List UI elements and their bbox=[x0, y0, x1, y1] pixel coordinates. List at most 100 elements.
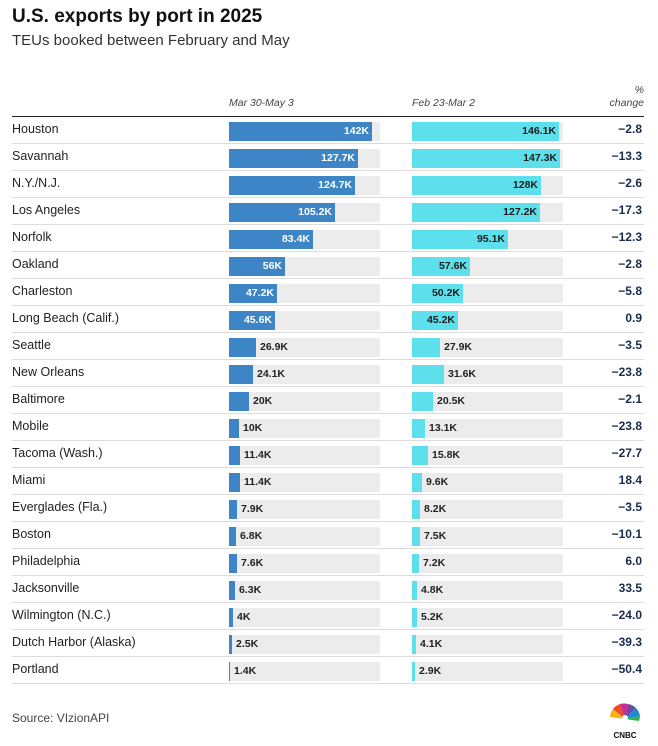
chart-title: U.S. exports by port in 2025 bbox=[12, 6, 263, 27]
bar-track-series2: 127.2K bbox=[412, 203, 563, 222]
pct-change-value: −12.3 bbox=[611, 230, 642, 244]
data-label-series2: 95.1K bbox=[476, 233, 505, 245]
bar-series1 bbox=[229, 392, 249, 411]
bar-series1 bbox=[229, 338, 256, 357]
bar-series1 bbox=[229, 581, 235, 600]
port-label: Tacoma (Wash.) bbox=[12, 446, 103, 460]
bar-track-series1: 1.4K bbox=[229, 662, 380, 681]
bar-track-series2: 2.9K bbox=[412, 662, 563, 681]
bar-track-series2: 128K bbox=[412, 176, 563, 195]
bar-track-series1: 56K bbox=[229, 257, 380, 276]
data-label-series2: 5.2K bbox=[421, 611, 444, 623]
pct-change-value: −24.0 bbox=[611, 608, 642, 622]
pct-change-value: −17.3 bbox=[611, 203, 642, 217]
row-divider bbox=[12, 197, 644, 198]
table-row: Dutch Harbor (Alaska) 2.5K 4.1K −39.3 bbox=[0, 630, 658, 657]
bar-series2 bbox=[412, 203, 540, 222]
data-label-series1: 1.4K bbox=[234, 665, 257, 677]
row-divider bbox=[12, 521, 644, 522]
port-label: Miami bbox=[12, 473, 46, 487]
table-row: Tacoma (Wash.) 11.4K 15.8K −27.7 bbox=[0, 441, 658, 468]
row-divider bbox=[12, 170, 644, 171]
bar-series2 bbox=[412, 311, 458, 330]
data-label-series1: 24.1K bbox=[257, 368, 286, 380]
port-label: Long Beach (Calif.) bbox=[12, 311, 120, 325]
bar-series2 bbox=[412, 608, 417, 627]
bar-series1 bbox=[229, 230, 313, 249]
bar-series2 bbox=[412, 392, 433, 411]
pct-change-value: 6.0 bbox=[625, 554, 642, 568]
table-row: Oakland 56K 57.6K −2.8 bbox=[0, 252, 658, 279]
bar-track-series1: 2.5K bbox=[229, 635, 380, 654]
port-label: Philadelphia bbox=[12, 554, 81, 568]
data-label-series2: 146.1K bbox=[522, 125, 556, 137]
pct-change-value: −3.5 bbox=[618, 500, 642, 514]
row-divider bbox=[12, 251, 644, 252]
bar-track-series1: 7.9K bbox=[229, 500, 380, 519]
port-label: Charleston bbox=[12, 284, 73, 298]
source-note: Source: VIzionAPI bbox=[12, 711, 110, 725]
bar-series1 bbox=[229, 527, 236, 546]
bar-series1 bbox=[229, 149, 358, 168]
bar-series1 bbox=[229, 635, 232, 654]
port-label: Mobile bbox=[12, 419, 49, 433]
table-row: Houston 142K 146.1K −2.8 bbox=[0, 117, 658, 144]
bar-series1 bbox=[229, 500, 237, 519]
bar-track-series2: 146.1K bbox=[412, 122, 563, 141]
bar-series2 bbox=[412, 176, 541, 195]
bar-series2 bbox=[412, 635, 416, 654]
bar-track-series2: 5.2K bbox=[412, 608, 563, 627]
pct-change-value: 0.9 bbox=[625, 311, 642, 325]
pct-change-value: −23.8 bbox=[611, 419, 642, 433]
bar-series2 bbox=[412, 230, 508, 249]
row-divider bbox=[12, 602, 644, 603]
data-label-series1: 105.2K bbox=[298, 206, 332, 218]
row-divider bbox=[12, 575, 644, 576]
bar-track-series1: 105.2K bbox=[229, 203, 380, 222]
bar-series2 bbox=[412, 338, 440, 357]
bar-track-series1: 45.6K bbox=[229, 311, 380, 330]
bar-track-series2: 7.2K bbox=[412, 554, 563, 573]
table-row: Los Angeles 105.2K 127.2K −17.3 bbox=[0, 198, 658, 225]
port-label: Baltimore bbox=[12, 392, 65, 406]
bar-track-series2: 50.2K bbox=[412, 284, 563, 303]
bar-track-series1: 6.8K bbox=[229, 527, 380, 546]
data-label-series1: 2.5K bbox=[236, 638, 259, 650]
port-label: Jacksonville bbox=[12, 581, 80, 595]
data-label-series2: 27.9K bbox=[444, 341, 473, 353]
table-row: Savannah 127.7K 147.3K −13.3 bbox=[0, 144, 658, 171]
bar-track-series1: 47.2K bbox=[229, 284, 380, 303]
table-row: Seattle 26.9K 27.9K −3.5 bbox=[0, 333, 658, 360]
data-label-series1: 6.3K bbox=[239, 584, 262, 596]
bar-series1 bbox=[229, 311, 275, 330]
pct-change-value: −2.8 bbox=[618, 257, 642, 271]
port-label: Boston bbox=[12, 527, 51, 541]
series1-header: Mar 30-May 3 bbox=[229, 97, 294, 109]
bar-track-series1: 11.4K bbox=[229, 446, 380, 465]
bar-series1 bbox=[229, 203, 335, 222]
pct-change-value: −2.6 bbox=[618, 176, 642, 190]
pct-change-value: 18.4 bbox=[618, 473, 642, 487]
data-label-series2: 9.6K bbox=[426, 476, 449, 488]
data-label-series1: 7.6K bbox=[241, 557, 264, 569]
bar-series2 bbox=[412, 581, 417, 600]
series2-header: Feb 23-Mar 2 bbox=[412, 97, 476, 109]
bar-series2 bbox=[412, 554, 419, 573]
row-divider bbox=[12, 548, 644, 549]
port-label: Portland bbox=[12, 662, 59, 676]
port-label: Norfolk bbox=[12, 230, 52, 244]
row-divider bbox=[12, 440, 644, 441]
bar-series1 bbox=[229, 446, 240, 465]
pct-change-value: −50.4 bbox=[611, 662, 642, 676]
bar-series2 bbox=[412, 500, 420, 519]
bar-track-series2: 4.1K bbox=[412, 635, 563, 654]
bar-track-series2: 7.5K bbox=[412, 527, 563, 546]
row-divider bbox=[12, 332, 644, 333]
bar-series2 bbox=[412, 122, 559, 141]
pct-change-value: −10.1 bbox=[611, 527, 642, 541]
data-label-series1: 7.9K bbox=[241, 503, 264, 515]
table-row: New Orleans 24.1K 31.6K −23.8 bbox=[0, 360, 658, 387]
table-row: Portland 1.4K 2.9K −50.4 bbox=[0, 657, 658, 684]
bar-track-series2: 147.3K bbox=[412, 149, 563, 168]
data-label-series1: 4K bbox=[237, 611, 251, 623]
